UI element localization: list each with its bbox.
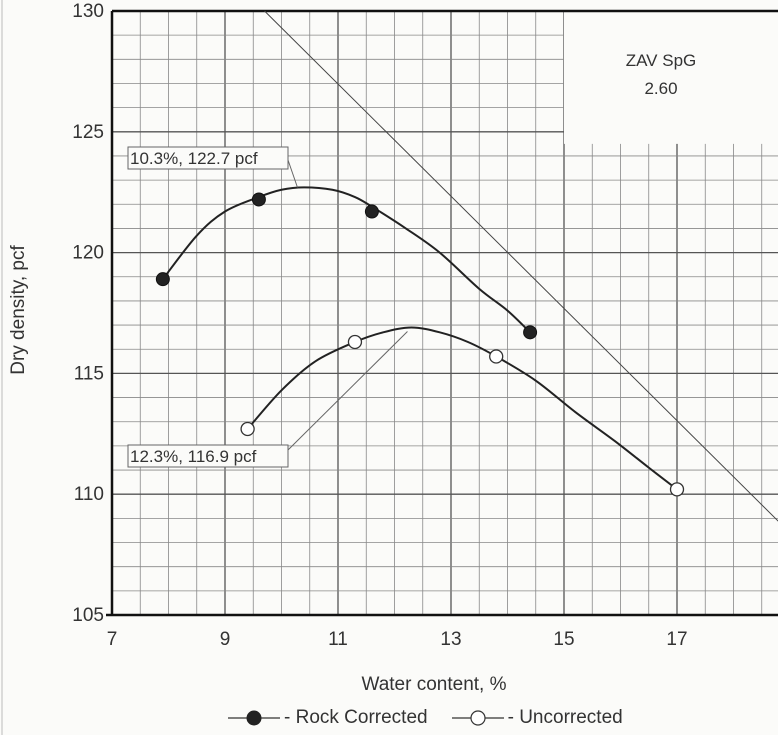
annotation-box-rock bbox=[127, 146, 289, 170]
zav-label-line1: ZAV SpG bbox=[626, 51, 697, 70]
x-tick-label: 15 bbox=[553, 629, 574, 650]
point-rock-corrected bbox=[523, 325, 538, 340]
x-tick-label: 17 bbox=[666, 629, 687, 650]
data-points bbox=[155, 192, 685, 497]
annotation-uncorrected: 12.3%, 116.9 pcf bbox=[130, 447, 257, 466]
x-tick-label: 9 bbox=[220, 629, 231, 650]
curve-rock-corrected bbox=[162, 186, 531, 334]
zav-line-group bbox=[264, 10, 778, 522]
point-uncorrected bbox=[489, 349, 504, 364]
legend-label-rock-corrected: - Rock Corrected bbox=[284, 707, 428, 728]
y-tick-label: 105 bbox=[72, 605, 104, 626]
legend-entry-rock-corrected: - Rock Corrected bbox=[228, 707, 428, 729]
y-axis-label: Dry density, pcf bbox=[8, 245, 29, 375]
x-tick-label: 11 bbox=[328, 629, 348, 650]
point-uncorrected bbox=[240, 421, 255, 437]
legend: - Rock Corrected - Uncorrected bbox=[228, 703, 647, 733]
legend-label-uncorrected: - Uncorrected bbox=[507, 707, 623, 728]
zav-label-line2: 2.60 bbox=[644, 79, 677, 98]
filled-circle-marker-icon bbox=[228, 710, 280, 726]
y-tick-label: 120 bbox=[72, 243, 104, 264]
point-rock-corrected bbox=[251, 192, 266, 207]
y-tick-label: 115 bbox=[74, 363, 104, 384]
tick-labels: 791113151719105110115120125130 bbox=[72, 1, 687, 650]
legend-entry-uncorrected: - Uncorrected bbox=[451, 707, 623, 729]
y-tick-label: 130 bbox=[72, 1, 104, 22]
leader-rock-corrected bbox=[287, 159, 298, 188]
axes bbox=[106, 9, 778, 617]
x-tick-label: 13 bbox=[440, 629, 461, 650]
point-uncorrected bbox=[347, 334, 363, 350]
zav-label-box bbox=[564, 12, 778, 144]
fitted-curves bbox=[162, 186, 678, 491]
x-axis-label: Water content, % bbox=[361, 674, 506, 695]
point-rock-corrected bbox=[155, 272, 170, 287]
curve-uncorrected bbox=[246, 326, 678, 491]
x-tick-label: 7 bbox=[107, 629, 118, 650]
y-tick-label: 125 bbox=[72, 122, 104, 143]
annotation-leaders bbox=[287, 159, 408, 451]
annotation-box-uncorrected bbox=[127, 444, 289, 468]
zav-line bbox=[264, 10, 778, 522]
point-uncorrected bbox=[669, 482, 685, 497]
open-circle-marker-icon bbox=[451, 710, 504, 726]
annotation-rock-corrected: 10.3%, 122.7 pcf bbox=[130, 149, 258, 168]
leader-uncorrected bbox=[287, 331, 408, 451]
y-tick-label: 110 bbox=[74, 484, 104, 505]
point-rock-corrected bbox=[364, 204, 379, 219]
